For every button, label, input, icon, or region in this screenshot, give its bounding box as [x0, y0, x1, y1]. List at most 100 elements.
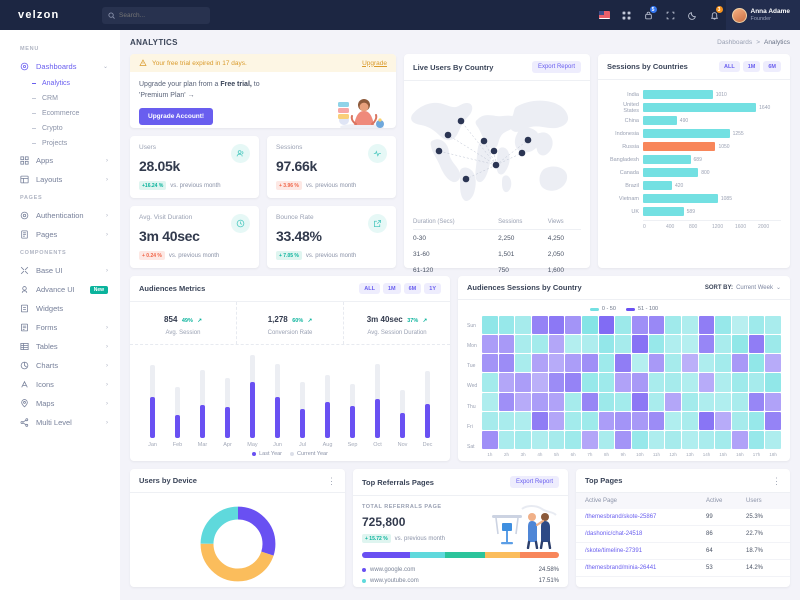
table-row[interactable]: /themesbrand/skote-25867 99 25.3% [576, 509, 790, 526]
heatmap-cell[interactable] [532, 335, 548, 354]
sidebar-item-forms[interactable]: Forms › [0, 318, 120, 337]
audiences-column[interactable]: Apr [215, 355, 240, 448]
audiences-column[interactable]: Dec [415, 355, 440, 448]
heatmap-cell[interactable] [598, 392, 615, 411]
heatmap-cell[interactable] [482, 411, 498, 430]
heatmap-cell[interactable] [515, 373, 531, 392]
heatmap-cell[interactable] [648, 335, 665, 354]
heatmap-cell[interactable] [748, 335, 765, 354]
heatmap-cell[interactable] [648, 316, 665, 335]
kebab-menu-icon[interactable]: ⋮ [772, 475, 781, 486]
heatmap-cell[interactable] [515, 354, 531, 373]
heatmap-cell[interactable] [648, 392, 665, 411]
sidebar-item-projects[interactable]: Projects [0, 136, 120, 151]
heatmap-cell[interactable] [632, 335, 648, 354]
heatmap-cell[interactable] [548, 373, 565, 392]
sidebar-item-advance-ui[interactable]: Advance UI New [0, 280, 120, 299]
heatmap-cell[interactable] [748, 354, 765, 373]
export-report-button[interactable]: Export Report [509, 476, 559, 488]
heatmap-cell[interactable] [648, 373, 665, 392]
cell-page[interactable]: /skote/timeline-27391 [576, 542, 706, 560]
audiences-column[interactable]: May [240, 355, 265, 448]
heatmap-cell[interactable] [665, 354, 681, 373]
bar-row[interactable]: Bangladesh 689 [607, 153, 781, 166]
heatmap-cell[interactable] [498, 335, 515, 354]
heatmap-cell[interactable] [732, 411, 748, 430]
heatmap-cell[interactable] [682, 354, 698, 373]
referral-segment[interactable] [444, 552, 485, 558]
bar-row[interactable]: India 1010 [607, 88, 781, 101]
heatmap-cell[interactable] [648, 430, 665, 449]
heatmap-cell[interactable] [682, 316, 698, 335]
filter-1m[interactable]: 1M [382, 283, 401, 294]
heatmap-cell[interactable] [765, 373, 781, 392]
heatmap-cell[interactable] [582, 392, 598, 411]
list-item[interactable]: www.google.com 24.58% [362, 564, 559, 575]
heatmap-cell[interactable] [698, 354, 715, 373]
moon-icon[interactable] [682, 0, 704, 30]
heatmap-cell[interactable] [615, 335, 631, 354]
heatmap-cell[interactable] [615, 411, 631, 430]
heatmap-cell[interactable] [565, 335, 581, 354]
sidebar-item-crm[interactable]: CRM [0, 91, 120, 106]
sidebar-item-base-ui[interactable]: Base UI › [0, 261, 120, 280]
heatmap-cell[interactable] [598, 354, 615, 373]
heatmap-cell[interactable] [698, 335, 715, 354]
export-report-button[interactable]: Export Report [531, 61, 581, 73]
heatmap-cell[interactable] [498, 354, 515, 373]
table-row[interactable]: /themesbrand/minia-26441 53 14.2% [576, 559, 790, 577]
heatmap-cell[interactable] [565, 392, 581, 411]
heatmap-cell[interactable] [548, 335, 565, 354]
heatmap-cell[interactable] [765, 335, 781, 354]
heatmap-cell[interactable] [498, 392, 515, 411]
heatmap-cell[interactable] [615, 316, 631, 335]
flag-icon[interactable] [594, 0, 616, 30]
heatmap-cell[interactable] [498, 373, 515, 392]
bar-row[interactable]: China 490 [607, 114, 781, 127]
bar-row[interactable]: Canada 800 [607, 166, 781, 179]
heatmap-cell[interactable] [648, 411, 665, 430]
heatmap-cell[interactable] [482, 392, 498, 411]
heatmap-cell[interactable] [565, 354, 581, 373]
fullscreen-icon[interactable] [660, 0, 682, 30]
heatmap-cell[interactable] [665, 373, 681, 392]
cell-page[interactable]: /dashonic/chat-24518 [576, 525, 706, 543]
list-item[interactable]: www.youtube.com 17.51% [362, 575, 559, 586]
heatmap-cell[interactable] [598, 316, 615, 335]
heatmap-cell[interactable] [482, 373, 498, 392]
heatmap-cell[interactable] [698, 411, 715, 430]
profile-menu[interactable]: Anna Adame Founder [725, 0, 800, 30]
heatmap-cell[interactable] [632, 316, 648, 335]
heatmap-cell[interactable] [515, 392, 531, 411]
heatmap-grid[interactable] [482, 316, 781, 449]
filter-all[interactable]: ALL [359, 283, 380, 294]
search-input[interactable] [119, 11, 204, 19]
audiences-column[interactable]: Jul [290, 355, 315, 448]
audiences-column[interactable]: Oct [365, 355, 390, 448]
sidebar-item-icons[interactable]: Icons › [0, 375, 120, 394]
filter-all[interactable]: ALL [719, 61, 740, 72]
heatmap-cell[interactable] [548, 430, 565, 449]
kebab-menu-icon[interactable]: ⋮ [327, 475, 336, 486]
filter-6m[interactable]: 6M [763, 61, 781, 72]
heatmap-cell[interactable] [598, 430, 615, 449]
device-donut-chart[interactable] [195, 501, 281, 587]
heatmap-cell[interactable] [632, 373, 648, 392]
cart-icon[interactable]: 5 [638, 0, 660, 30]
bar-row[interactable]: Vietnam 1085 [607, 192, 781, 205]
heatmap-cell[interactable] [598, 411, 615, 430]
sort-by-dropdown[interactable]: SORT BY: Current Week ⌄ [705, 284, 781, 292]
table-row[interactable]: /dashonic/chat-24518 86 22.7% [576, 525, 790, 543]
heatmap-cell[interactable] [532, 354, 548, 373]
heatmap-cell[interactable] [582, 354, 598, 373]
heatmap-cell[interactable] [665, 392, 681, 411]
sidebar-item-ecommerce[interactable]: Ecommerce [0, 106, 120, 121]
heatmap-cell[interactable] [565, 411, 581, 430]
heatmap-cell[interactable] [548, 392, 565, 411]
sidebar-item-dashboards[interactable]: Dashboards ⌄ [0, 57, 120, 76]
heatmap-cell[interactable] [765, 392, 781, 411]
audiences-column[interactable]: Aug [315, 355, 340, 448]
filter-6m[interactable]: 6M [403, 283, 422, 294]
filter-1m[interactable]: 1M [742, 61, 761, 72]
heatmap-cell[interactable] [482, 335, 498, 354]
